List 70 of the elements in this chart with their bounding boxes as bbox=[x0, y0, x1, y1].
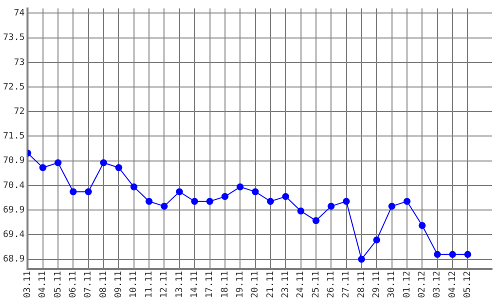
y-tick-label: 69.9 bbox=[2, 205, 25, 216]
x-tick-label: 21.11 bbox=[266, 270, 276, 298]
x-tick-label: 29.11 bbox=[372, 270, 382, 298]
point bbox=[100, 159, 108, 166]
x-tick-label: 20.11 bbox=[250, 270, 261, 298]
x-tick-label: 05.12 bbox=[463, 270, 474, 298]
point bbox=[115, 164, 122, 172]
point bbox=[236, 183, 244, 190]
y-tick-label: 73 bbox=[14, 58, 25, 68]
y-tick-label: 73.5 bbox=[2, 33, 25, 44]
point bbox=[404, 198, 411, 205]
point bbox=[358, 256, 366, 263]
point bbox=[342, 198, 350, 205]
x-tick-label: 24.11 bbox=[296, 270, 306, 298]
point bbox=[312, 217, 320, 224]
x-tick-label: 03.12 bbox=[432, 270, 443, 298]
point bbox=[297, 208, 304, 215]
y-tick-label: 70.9 bbox=[2, 156, 25, 166]
point bbox=[160, 202, 168, 210]
point bbox=[418, 222, 426, 229]
y-tick-label: 68.9 bbox=[2, 254, 25, 265]
point bbox=[54, 159, 62, 166]
x-tick-label: 04.12 bbox=[448, 270, 458, 298]
x-tick-label: 28.11 bbox=[356, 270, 367, 298]
y-tick-label: 72.5 bbox=[2, 82, 25, 92]
point bbox=[70, 188, 77, 196]
x-tick-label: 27.11 bbox=[342, 270, 352, 298]
x-tick-label: 25.11 bbox=[311, 270, 322, 298]
point bbox=[84, 188, 92, 196]
x-tick-label: 19.11 bbox=[235, 270, 246, 298]
y-tick-label: 69.4 bbox=[2, 230, 25, 240]
point bbox=[388, 202, 396, 210]
point bbox=[146, 198, 153, 205]
point bbox=[206, 198, 214, 205]
x-tick-label: 30.11 bbox=[387, 270, 398, 298]
point bbox=[282, 193, 290, 200]
point bbox=[449, 250, 456, 258]
x-tick-label: 02.12 bbox=[418, 270, 428, 298]
x-tick-label: 04.11 bbox=[38, 270, 48, 298]
point bbox=[434, 250, 441, 258]
point bbox=[191, 198, 198, 205]
point bbox=[328, 202, 335, 210]
x-tick-label: 06.11 bbox=[68, 270, 79, 298]
y-tick-label: 74 bbox=[14, 8, 25, 19]
x-tick-label: 26.11 bbox=[326, 270, 336, 298]
x-tick-label: 07.11 bbox=[84, 270, 94, 298]
y-tick-label: 72 bbox=[14, 106, 25, 117]
point bbox=[373, 236, 380, 244]
x-tick-label: 17.11 bbox=[205, 270, 216, 298]
x-tick-label: 10.11 bbox=[129, 270, 140, 298]
x-tick-label: 23.11 bbox=[280, 270, 291, 298]
x-tick-label: 13.11 bbox=[174, 270, 185, 298]
x-tick-label: 09.11 bbox=[114, 270, 124, 298]
point bbox=[464, 250, 472, 258]
point bbox=[39, 164, 46, 172]
x-tick-label: 08.11 bbox=[98, 270, 109, 298]
point bbox=[266, 198, 274, 205]
x-tick-label: 14.11 bbox=[190, 270, 200, 298]
point bbox=[130, 183, 138, 190]
x-tick-label: 05.11 bbox=[53, 270, 64, 298]
point bbox=[252, 188, 259, 196]
point bbox=[221, 193, 228, 200]
y-tick-label: 70.4 bbox=[2, 180, 25, 191]
x-tick-label: 11.11 bbox=[144, 270, 154, 298]
x-tick-label: 12.11 bbox=[160, 270, 170, 298]
y-tick-label: 71.5 bbox=[2, 132, 25, 142]
x-tick-label: 01.12 bbox=[402, 270, 412, 298]
x-tick-label: 18.11 bbox=[220, 270, 230, 298]
x-tick-label: 03.11 bbox=[23, 270, 34, 298]
point bbox=[176, 188, 183, 196]
